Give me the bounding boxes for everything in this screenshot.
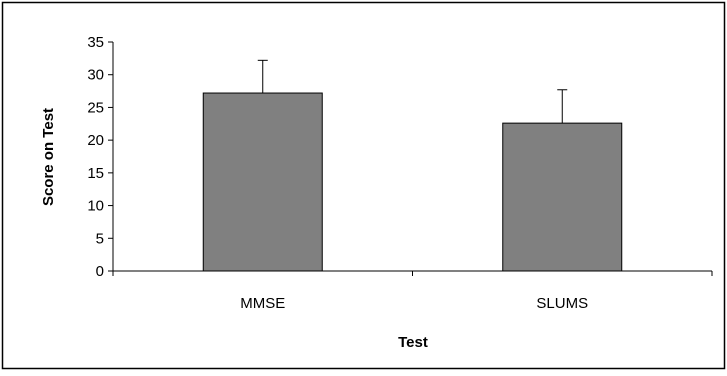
y-tick-label: 5 [96, 230, 104, 247]
y-tick-label: 25 [87, 99, 104, 116]
x-axis-ticks [112, 271, 713, 276]
x-axis-title: Test [398, 334, 428, 351]
bars [202, 92, 623, 272]
y-tick-label: 30 [87, 67, 104, 84]
y-tick-label: 15 [87, 165, 104, 182]
y-tick-label: 35 [87, 34, 104, 51]
x-tick-label-mmse: MMSE [240, 295, 285, 312]
y-tick-label: 20 [87, 132, 104, 149]
y-axis-title: Score on Test [40, 108, 57, 206]
bar-mmse [202, 92, 323, 272]
error-bars [257, 59, 568, 124]
y-tick-label: 0 [96, 263, 104, 280]
y-axis-ticks: 0 5 10 15 20 25 30 35 [87, 34, 113, 280]
x-tick-label-slums: SLUMS [536, 295, 588, 312]
x-axis-category-labels: MMSE SLUMS [240, 295, 588, 312]
y-tick-label: 10 [87, 198, 104, 215]
bar-slums [502, 122, 623, 272]
